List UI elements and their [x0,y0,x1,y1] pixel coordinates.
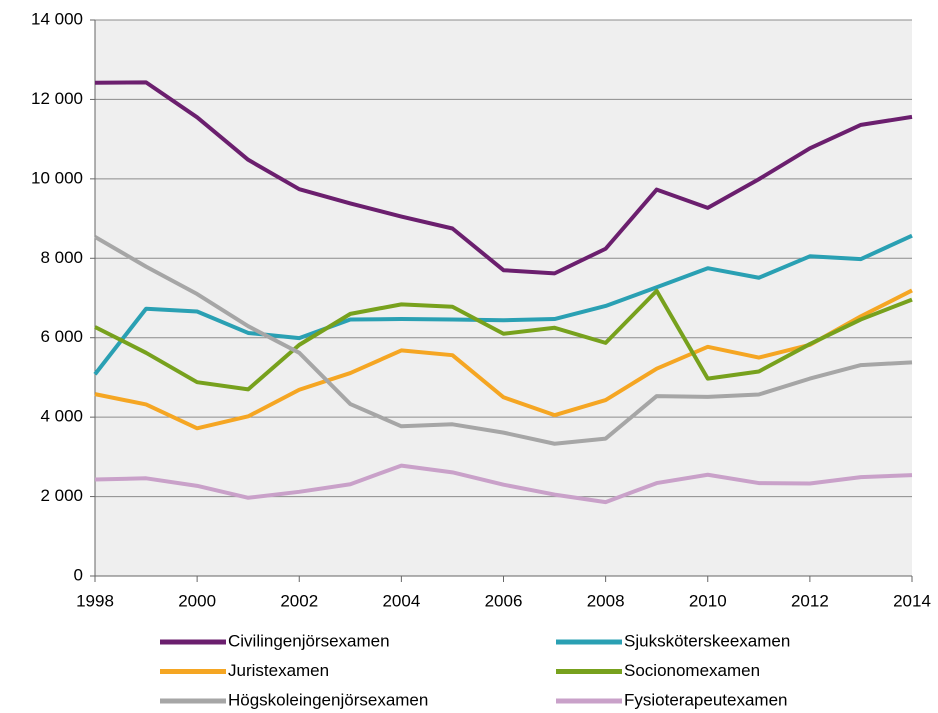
x-tick-label: 2014 [893,591,931,610]
legend-label: Högskoleingenjörsexamen [228,690,428,709]
series-line [93,235,913,446]
series-line [94,288,913,431]
series-line [94,288,913,392]
legend-label: Civilingenjörsexamen [228,631,390,650]
series-line [94,463,913,505]
y-tick-label: 8 000 [40,248,83,267]
legend-label: Socionomexamen [624,661,760,680]
legend-label: Fysioterapeutexamen [624,690,787,709]
x-tick-label: 2006 [485,591,523,610]
y-tick-label: 12 000 [31,89,83,108]
y-tick-label: 6 000 [40,327,83,346]
y-tick-label: 0 [74,565,83,584]
x-tick-label: 2004 [382,591,420,610]
x-tick-label: 2002 [280,591,318,610]
legend-label: Sjuksköterskeexamen [624,631,790,650]
y-tick-label: 2 000 [40,486,83,505]
y-tick-label: 14 000 [31,9,83,28]
series-line [93,233,913,376]
y-tick-label: 10 000 [31,168,83,187]
x-tick-label: 2008 [587,591,625,610]
x-tick-label: 2000 [178,591,216,610]
x-tick-label: 1998 [76,591,114,610]
series-line [94,80,913,276]
y-tick-label: 4 000 [40,407,83,426]
legend-label: Juristexamen [228,661,329,680]
x-tick-label: 2010 [689,591,727,610]
x-tick-label: 2012 [791,591,829,610]
